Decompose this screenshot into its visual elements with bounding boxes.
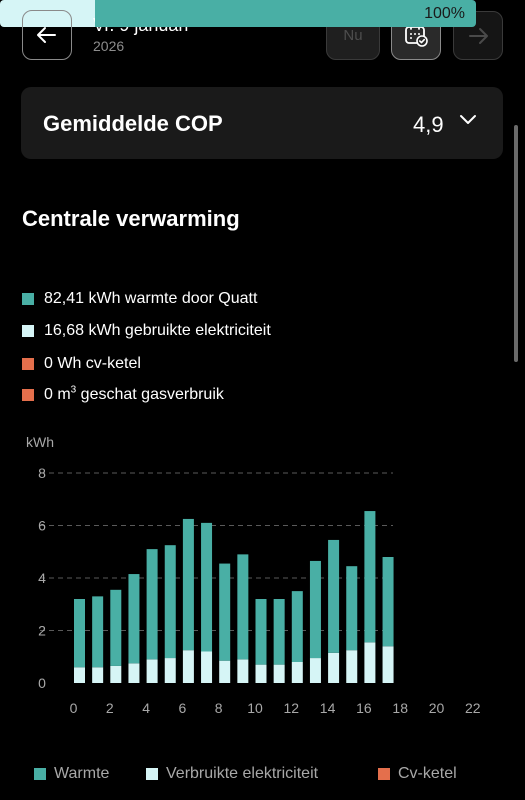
- gas-sup: 3: [70, 384, 77, 396]
- x-tick-label: 14: [320, 700, 336, 716]
- legend-electricity-text: 16,68 kWh gebruikte elektriciteit: [44, 322, 271, 339]
- progress-percentage: 100%: [424, 5, 465, 22]
- y-tick-label: 0: [38, 675, 46, 691]
- legend-boiler: 0 Wh cv-ketel: [22, 355, 141, 373]
- cop-label: Gemiddelde COP: [43, 111, 223, 136]
- electricity-swatch: [22, 325, 34, 337]
- legend-warmth-text: 82,41 kWh warmte door Quatt: [44, 290, 258, 307]
- gas-swatch: [22, 389, 34, 401]
- hourly-energy-chart: kWh 0 2 4 6 8 0 2 4 6 8 10 12 14 16 18 20 22: [26, 434, 481, 716]
- bottom-legend-electricity-text: Verbruikte elektriciteit: [166, 765, 319, 782]
- bar-electricity[interactable]: [92, 667, 104, 683]
- x-tick-label: 6: [179, 700, 187, 716]
- x-tick-label: 20: [429, 700, 445, 716]
- bottom-legend-warmth[interactable]: Warmte: [34, 765, 109, 783]
- bottom-legend-electricity[interactable]: Verbruikte elektriciteit: [146, 765, 318, 783]
- x-tick-label: 8: [215, 700, 223, 716]
- bar-electricity[interactable]: [291, 662, 303, 683]
- bar-warmth[interactable]: [255, 599, 267, 665]
- bar-warmth[interactable]: [346, 566, 358, 651]
- y-tick-label: 8: [38, 465, 46, 481]
- bar-warmth[interactable]: [364, 511, 376, 643]
- y-tick-label: 4: [38, 570, 46, 586]
- x-tick-label: 18: [392, 700, 408, 716]
- bar-electricity[interactable]: [164, 658, 176, 683]
- section-title: Centrale verwarming: [22, 206, 240, 231]
- bar-warmth[interactable]: [182, 518, 194, 651]
- x-tick-label: 4: [142, 700, 150, 716]
- bar-electricity[interactable]: [74, 667, 85, 683]
- x-tick-label: 12: [284, 700, 300, 716]
- boiler-swatch: [22, 358, 34, 370]
- warmth-swatch: [22, 293, 34, 305]
- bar-warmth[interactable]: [74, 599, 85, 668]
- legend-gas-text: 0 m3 geschat gasverbruik: [44, 384, 224, 404]
- bar-warmth[interactable]: [128, 574, 140, 664]
- gas-prefix: 0 m: [44, 386, 71, 403]
- y-axis-label: kWh: [26, 434, 54, 450]
- bar-electricity[interactable]: [182, 650, 194, 683]
- cop-value: 4,9: [413, 112, 444, 137]
- cop-card[interactable]: [21, 87, 503, 159]
- legend-warmth: 82,41 kWh warmte door Quatt: [22, 290, 257, 308]
- progress-electricity-segment: [0, 0, 96, 27]
- bar-warmth[interactable]: [237, 554, 249, 660]
- bar-electricity[interactable]: [255, 664, 267, 683]
- legend-boiler-text: 0 Wh cv-ketel: [44, 355, 141, 372]
- bar-electricity[interactable]: [201, 651, 213, 684]
- bar-warmth[interactable]: [110, 589, 122, 666]
- bottom-legend-boiler[interactable]: Cv-ketel: [378, 765, 457, 783]
- legend-gas: 0 m3 geschat gasverbruik: [22, 384, 224, 404]
- bar-electricity[interactable]: [346, 650, 358, 683]
- legend-electricity: 16,68 kWh gebruikte elektriciteit: [22, 322, 271, 340]
- bar-electricity[interactable]: [237, 659, 249, 683]
- bar-warmth[interactable]: [273, 599, 285, 665]
- bar-warmth[interactable]: [219, 563, 231, 661]
- x-tick-label: 10: [247, 700, 263, 716]
- bar-electricity[interactable]: [364, 642, 376, 683]
- bar-electricity[interactable]: [110, 665, 122, 683]
- bottom-legend-warmth-text: Warmte: [54, 765, 110, 782]
- x-tick-label: 22: [465, 700, 481, 716]
- y-tick-label: 2: [38, 623, 46, 639]
- x-tick-label: 16: [356, 700, 372, 716]
- scrollbar[interactable]: [514, 125, 518, 362]
- bar-electricity[interactable]: [309, 658, 321, 683]
- back-button[interactable]: [22, 10, 72, 60]
- arrow-right-icon: [469, 27, 488, 44]
- bar-warmth[interactable]: [291, 591, 303, 662]
- boiler-swatch: [378, 768, 390, 780]
- heating-progress-bar: 100%: [0, 0, 476, 27]
- bar-warmth[interactable]: [382, 557, 394, 647]
- gas-suffix: geschat gasverbruik: [76, 386, 224, 403]
- bar-warmth[interactable]: [309, 560, 321, 659]
- x-tick-label: 0: [70, 700, 78, 716]
- bottom-legend-boiler-text: Cv-ketel: [398, 765, 457, 782]
- bar-electricity[interactable]: [382, 646, 394, 683]
- warmth-swatch: [34, 768, 46, 780]
- bar-electricity[interactable]: [146, 659, 158, 683]
- y-tick-label: 6: [38, 518, 46, 534]
- electricity-swatch: [146, 768, 158, 780]
- date-year: 2026: [93, 38, 125, 54]
- x-tick-label: 2: [106, 700, 114, 716]
- bar-electricity[interactable]: [273, 664, 285, 683]
- bar-warmth[interactable]: [201, 522, 213, 652]
- progress-warmth-segment: 100%: [95, 0, 476, 27]
- bar-electricity[interactable]: [128, 663, 140, 683]
- bar-electricity[interactable]: [219, 660, 231, 683]
- bar-warmth[interactable]: [146, 549, 158, 660]
- bar-warmth[interactable]: [164, 545, 176, 659]
- bar-electricity[interactable]: [328, 652, 340, 683]
- arrow-left-icon: [37, 27, 56, 43]
- bar-warmth[interactable]: [92, 596, 104, 668]
- chevron-down-icon[interactable]: [458, 113, 478, 132]
- bar-warmth[interactable]: [328, 539, 340, 653]
